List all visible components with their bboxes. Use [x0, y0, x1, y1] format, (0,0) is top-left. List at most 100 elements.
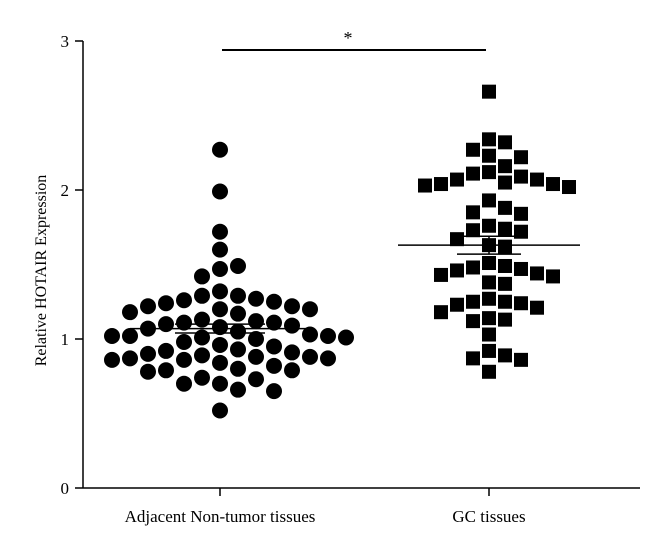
data-point-square — [514, 261, 528, 276]
data-point-circle — [266, 357, 282, 374]
data-point-square — [546, 177, 560, 192]
data-point-circle — [302, 301, 318, 318]
data-point-square — [514, 352, 528, 367]
data-point-circle — [194, 287, 210, 304]
data-point-square — [466, 351, 480, 366]
category-label: GC tissues — [452, 507, 525, 526]
y-tick-label: 3 — [61, 32, 70, 51]
data-point-square — [450, 297, 464, 312]
data-point-square — [514, 206, 528, 221]
data-point-circle — [140, 298, 156, 315]
data-point-circle — [212, 336, 228, 353]
y-ticks: 0 1 2 3 — [61, 32, 83, 498]
data-point-circle — [194, 347, 210, 364]
data-point-circle — [212, 141, 228, 158]
data-point-square — [418, 178, 432, 193]
data-point-circle — [248, 313, 264, 330]
data-point-square — [466, 166, 480, 181]
data-point-circle — [158, 316, 174, 333]
data-point-circle — [194, 268, 210, 285]
data-point-circle — [212, 283, 228, 300]
data-point-square — [466, 205, 480, 220]
data-point-circle — [122, 350, 138, 367]
data-point-square — [450, 172, 464, 187]
data-point-square — [498, 312, 512, 327]
data-point-circle — [230, 381, 246, 398]
data-point-circle — [266, 383, 282, 400]
data-point-circle — [320, 328, 336, 345]
data-point-square — [482, 327, 496, 342]
data-point-circle — [230, 305, 246, 322]
data-point-circle — [230, 287, 246, 304]
y-axis-label: Relative HOTAIR Expression — [33, 175, 50, 367]
data-point-circle — [176, 351, 192, 368]
data-point-square — [466, 314, 480, 329]
data-point-circle — [212, 354, 228, 371]
data-point-square — [434, 305, 448, 320]
data-point-circle — [194, 311, 210, 328]
data-point-square — [482, 364, 496, 379]
data-point-square — [498, 175, 512, 190]
data-point-circle — [158, 362, 174, 379]
axes — [82, 41, 640, 489]
data-point-square — [482, 132, 496, 147]
summary-bars — [130, 235, 580, 334]
data-point-circle — [284, 317, 300, 334]
data-point-square — [498, 135, 512, 150]
data-point-square — [482, 343, 496, 358]
data-point-circle — [284, 344, 300, 361]
data-point-square — [562, 180, 576, 195]
data-point-circle — [284, 298, 300, 315]
data-point-square — [530, 300, 544, 315]
data-point-square — [482, 256, 496, 271]
data-point-circle — [140, 363, 156, 380]
data-point-circle — [122, 304, 138, 321]
data-point-circle — [230, 323, 246, 340]
data-point-square — [482, 291, 496, 306]
data-point-circle — [248, 290, 264, 307]
category-label: Adjacent Non-tumor tissues — [125, 507, 316, 526]
data-point-square — [434, 177, 448, 192]
data-point-circle — [248, 331, 264, 347]
data-point-circle — [266, 314, 282, 331]
data-point-circle — [302, 326, 318, 343]
data-points — [104, 84, 576, 419]
data-point-circle — [122, 328, 138, 345]
data-point-square — [466, 142, 480, 157]
data-point-circle — [212, 402, 228, 419]
data-point-circle — [140, 345, 156, 362]
data-point-circle — [320, 350, 336, 367]
data-point-circle — [194, 329, 210, 346]
data-point-circle — [248, 371, 264, 388]
data-point-square — [530, 172, 544, 187]
data-point-square — [514, 169, 528, 184]
data-point-circle — [338, 329, 354, 346]
data-point-circle — [176, 333, 192, 350]
data-point-circle — [104, 351, 120, 368]
data-point-circle — [104, 328, 120, 345]
data-point-circle — [302, 348, 318, 365]
data-point-square — [482, 84, 496, 99]
data-point-square — [482, 148, 496, 163]
data-point-circle — [212, 223, 228, 240]
data-point-circle — [248, 348, 264, 365]
data-point-square — [482, 218, 496, 233]
significance-annotation: * — [222, 28, 486, 51]
data-point-circle — [266, 293, 282, 310]
data-point-square — [450, 232, 464, 247]
data-point-square — [482, 311, 496, 326]
data-point-circle — [176, 375, 192, 392]
data-point-square — [482, 165, 496, 180]
data-point-square — [514, 224, 528, 239]
data-point-square — [546, 269, 560, 284]
data-point-circle — [212, 183, 228, 200]
data-point-square — [514, 150, 528, 165]
data-point-square — [434, 267, 448, 282]
data-point-square — [498, 294, 512, 309]
data-point-square — [498, 348, 512, 363]
data-point-circle — [194, 369, 210, 386]
data-point-square — [514, 296, 528, 311]
data-point-square — [466, 260, 480, 275]
data-point-circle — [176, 314, 192, 331]
data-point-square — [482, 275, 496, 290]
